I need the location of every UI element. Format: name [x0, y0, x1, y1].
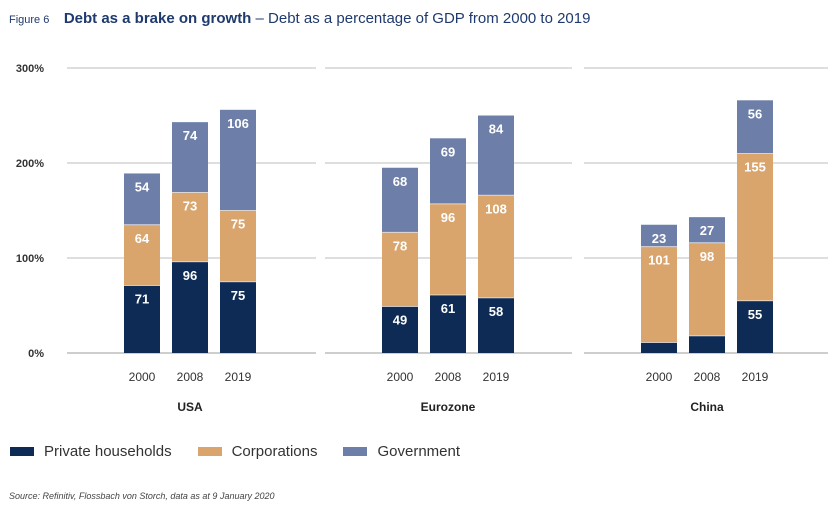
x-tick-label-eurozone-2000: 2000 — [387, 370, 414, 384]
data-label-usa-2000-1: 64 — [135, 231, 150, 246]
bar-usa-2008-corporations — [172, 192, 208, 262]
bar-usa-2019-corporations — [220, 210, 256, 282]
x-tick-label-usa-2000: 2000 — [129, 370, 156, 384]
bar-usa-2019-government — [220, 109, 256, 211]
y-tick-label-0: 0% — [28, 348, 44, 360]
data-label-usa-2008-2: 74 — [183, 128, 198, 143]
legend-item-government: Government — [343, 443, 460, 460]
data-label-eurozone-2019-0: 58 — [489, 304, 503, 319]
bar-china-2008-government — [689, 217, 725, 243]
x-tick-label-china-2019: 2019 — [742, 370, 769, 384]
bar-eurozone-2000-private-households — [382, 306, 418, 353]
data-label-china-2019-2: 56 — [748, 106, 762, 121]
x-tick-label-eurozone-2019: 2019 — [483, 370, 510, 384]
y-tick-label-100: 100% — [16, 253, 44, 265]
data-label-eurozone-2019-1: 108 — [485, 201, 507, 216]
data-label-usa-2008-1: 73 — [183, 198, 197, 213]
bar-usa-2000-corporations — [124, 224, 160, 286]
legend-item-households: Private households — [10, 443, 172, 460]
data-label-china-2019-1: 155 — [744, 160, 766, 175]
data-label-usa-2008-0: 96 — [183, 268, 197, 283]
legend-item-corporations: Corporations — [197, 443, 318, 460]
data-label-china-2000-2: 23 — [652, 231, 666, 246]
bar-usa-2008-government — [172, 122, 208, 193]
data-label-usa-2019-2: 106 — [227, 116, 249, 131]
legend-label-government: Government — [377, 443, 461, 460]
data-label-china-2008-1: 98 — [700, 249, 714, 264]
bar-usa-2000-private-households — [124, 285, 160, 353]
bar-china-2008-private-households — [689, 335, 725, 353]
data-label-eurozone-2000-1: 78 — [393, 238, 407, 253]
data-label-eurozone-2019-2: 84 — [489, 122, 504, 137]
bar-china-2019-government — [737, 100, 773, 154]
legend-label-corporations: Corporations — [231, 443, 318, 460]
data-label-china-2019-0: 55 — [748, 307, 762, 322]
bar-eurozone-2019-corporations — [478, 195, 514, 298]
bar-usa-2008-private-households — [172, 261, 208, 353]
source-note: Source: Refinitiv, Flossbach von Storch,… — [9, 491, 275, 501]
x-tick-label-china-2000: 2000 — [646, 370, 673, 384]
legend-swatch-households — [10, 447, 34, 456]
bar-eurozone-2008-government — [430, 138, 466, 204]
data-label-eurozone-2000-0: 49 — [393, 312, 407, 327]
x-tick-label-usa-2008: 2008 — [177, 370, 204, 384]
bar-china-2000-private-households — [641, 342, 677, 353]
legend-swatch-corporations — [197, 447, 222, 456]
panel-label-eurozone: Eurozone — [421, 400, 476, 414]
data-label-eurozone-2008-1: 96 — [441, 210, 455, 225]
bar-eurozone-2000-government — [382, 167, 418, 233]
bar-china-2008-corporations — [689, 242, 725, 336]
bar-eurozone-2019-government — [478, 115, 514, 196]
bar-china-2000-corporations — [641, 246, 677, 343]
bar-eurozone-2000-corporations — [382, 232, 418, 307]
x-tick-label-usa-2019: 2019 — [225, 370, 252, 384]
data-label-usa-2000-0: 71 — [135, 292, 149, 307]
chart-title: Figure 6 Debt as a brake on growth – Deb… — [9, 9, 590, 30]
bar-usa-2019-private-households — [220, 281, 256, 353]
legend: Private households Corporations Governme… — [10, 443, 486, 460]
y-tick-label-200: 200% — [16, 158, 44, 170]
legend-label-households: Private households — [44, 443, 172, 460]
bar-china-2019-corporations — [737, 153, 773, 301]
x-tick-label-eurozone-2008: 2008 — [435, 370, 462, 384]
data-label-china-2000-1: 101 — [648, 253, 670, 268]
bar-china-2000-government — [641, 224, 677, 247]
data-label-eurozone-2000-2: 68 — [393, 174, 407, 189]
panel-label-china: China — [690, 400, 724, 414]
bar-eurozone-2008-private-households — [430, 295, 466, 353]
title-subtitle: – Debt as a percentage of GDP from 2000 … — [251, 10, 591, 27]
bar-china-2019-private-households — [737, 300, 773, 353]
y-tick-label-300: 300% — [16, 63, 44, 75]
data-label-china-2008-2: 27 — [700, 223, 714, 238]
legend-swatch-government — [343, 447, 368, 456]
bar-eurozone-2008-corporations — [430, 203, 466, 296]
data-label-eurozone-2008-0: 61 — [441, 301, 455, 316]
data-label-eurozone-2008-2: 69 — [441, 144, 455, 159]
stacked-bar-chart: 0% 100% 200% 300% 71 64 54 2000 96 73 74 2008 75 75 10… — [16, 63, 828, 414]
figure-label: Figure 6 — [9, 14, 50, 26]
panel-label-usa: USA — [177, 400, 203, 414]
bar-eurozone-2019-private-households — [478, 297, 514, 353]
x-tick-label-china-2008: 2008 — [694, 370, 721, 384]
data-label-usa-2019-1: 75 — [231, 217, 245, 232]
data-label-usa-2019-0: 75 — [231, 288, 245, 303]
data-label-usa-2000-2: 54 — [135, 179, 150, 194]
title-main: Debt as a brake on growth — [63, 10, 252, 27]
bar-usa-2000-government — [124, 173, 160, 225]
